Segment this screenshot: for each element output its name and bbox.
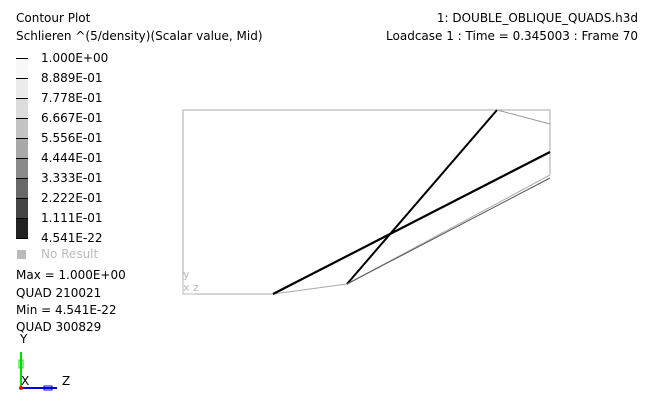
triad-origin [19,386,23,390]
legend-label: 6.667E-01 [41,111,103,125]
loadcase-info: Loadcase 1 : Time = 0.345003 : Frame 70 [386,29,638,43]
file-name: 1: DOUBLE_OBLIQUE_QUADS.h3d [436,11,638,25]
max-value: Max = 1.000E+00 [16,268,126,282]
legend-tick [16,98,28,99]
no-result-swatch [17,250,26,259]
triad-z-arrow [43,385,53,391]
legend-label: 7.778E-01 [41,91,103,105]
legend-label: 1.111E-01 [41,211,103,225]
no-result-label: No Result [41,247,99,261]
plot-subtitle: Schlieren ^(5/density)(Scalar value, Mid… [16,29,263,43]
legend-label: 3.333E-01 [41,171,103,185]
legend-label: 1.000E+00 [41,51,109,65]
legend-tick [16,158,28,159]
legend-tick [16,218,28,219]
legend-band [16,218,28,238]
triad-z-label: Z [62,374,71,388]
triad-y-label: Y [20,332,28,346]
max-element: QUAD 210021 [16,286,102,300]
legend-band [16,158,28,178]
legend-tick [16,58,28,59]
min-value: Min = 4.541E-22 [16,303,117,317]
legend-label: 2.222E-01 [41,191,103,205]
legend-label: 8.889E-01 [41,71,103,85]
model-triad-y-label: y [183,268,190,281]
legend-tick [16,138,28,139]
legend-band [16,198,28,218]
domain-outline [182,109,551,295]
triad-y-arrow [18,359,24,369]
legend-tick [16,118,28,119]
legend-band [16,138,28,158]
legend-band [16,58,28,78]
legend-band [16,78,28,98]
model-triad-xz-label: x z [183,281,199,294]
min-element: QUAD 300829 [16,320,102,334]
legend-band [16,118,28,138]
legend-band [16,178,28,198]
legend-tick [16,78,28,79]
legend-label: 4.444E-01 [41,151,103,165]
legend-tick [16,198,28,199]
legend-label: 5.556E-01 [41,131,103,145]
triad-x-label: X [21,374,30,388]
legend-label: 4.541E-22 [41,231,103,245]
plot-title: Contour Plot [16,11,91,25]
legend-band [16,98,28,118]
reflected-shock [272,151,551,295]
oblique-shock [346,109,498,285]
weak-wave [496,109,551,125]
legend-colorbar [16,58,28,238]
weak-wave-lower [346,177,551,285]
legend-tick [16,178,28,179]
legend-tick [16,238,28,239]
